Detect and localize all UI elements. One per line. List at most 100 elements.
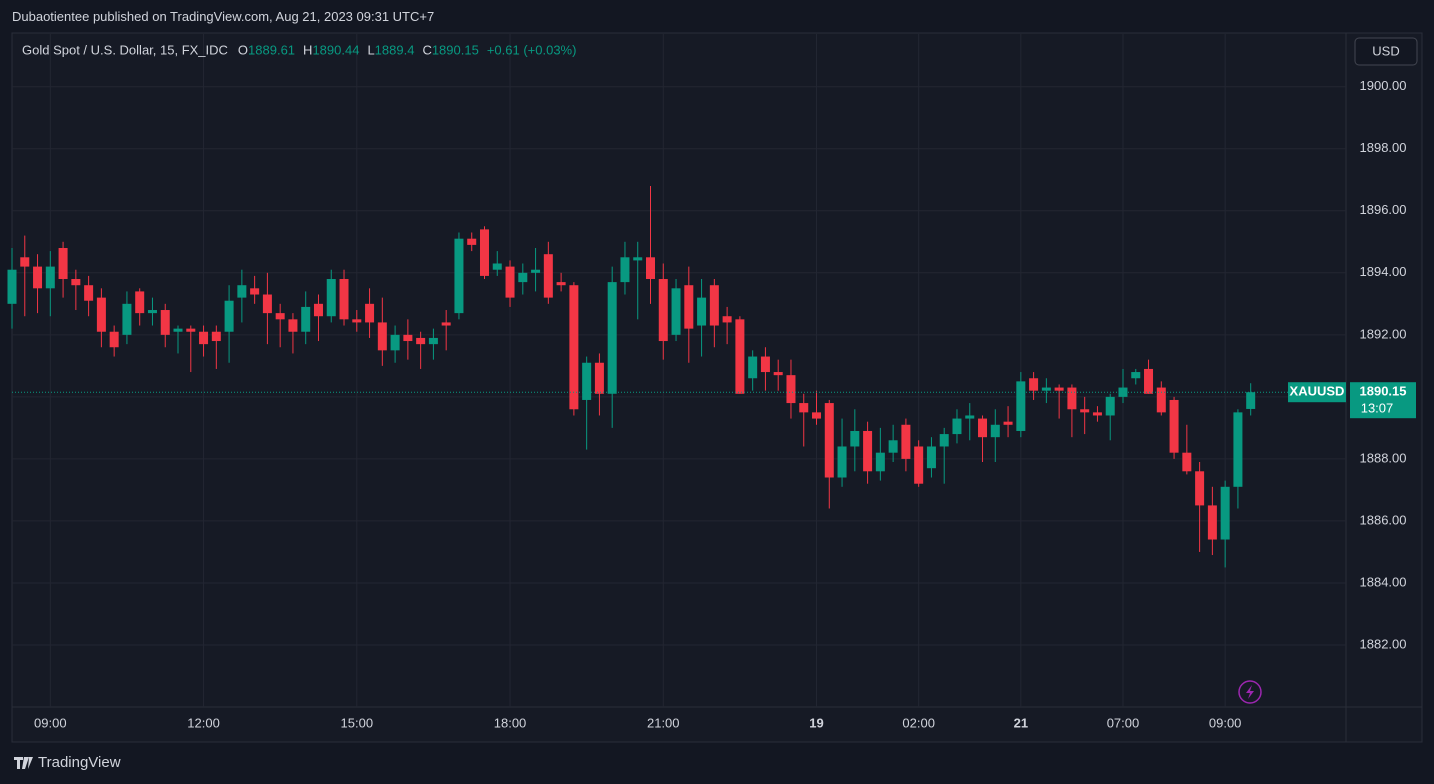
candle-body: [697, 297, 707, 326]
candle-body: [748, 356, 758, 379]
candle-body: [403, 334, 413, 342]
candle-body: [173, 328, 183, 332]
candle-body: [1182, 452, 1192, 472]
y-tick-label: 1882.00: [1360, 636, 1407, 651]
candle-body: [965, 415, 975, 419]
candle-body: [952, 418, 962, 435]
ohlc-label: L: [367, 42, 374, 57]
candle-body: [569, 285, 579, 410]
ohlc-label: C: [422, 42, 431, 57]
x-tick-label: 21: [1014, 715, 1028, 730]
candle-body: [71, 279, 81, 286]
y-tick-label: 1898.00: [1360, 140, 1407, 155]
candle-body: [824, 403, 834, 478]
x-tick-label: 07:00: [1107, 715, 1140, 730]
candle-body: [850, 430, 860, 447]
y-tick-label: 1900.00: [1360, 78, 1407, 93]
candle-body: [96, 297, 106, 332]
ohlc-label: H: [303, 42, 312, 57]
candle-body: [990, 424, 1000, 438]
candle-body: [237, 285, 247, 298]
candle-body: [199, 331, 209, 345]
candle-body: [735, 319, 745, 394]
lightning-glyph: [1246, 685, 1254, 699]
candle-body: [288, 319, 298, 332]
candle-body: [684, 285, 694, 329]
candle-body: [1220, 486, 1230, 540]
ohlc-value: 1889.61: [248, 42, 295, 57]
candle-body: [773, 372, 783, 376]
candle-body: [7, 269, 17, 304]
candle-body: [939, 434, 949, 447]
candle-body: [863, 430, 873, 472]
candle-body: [1029, 378, 1039, 391]
candle-body: [786, 375, 796, 404]
symbol-tag: [1288, 382, 1346, 403]
candle-body: [224, 300, 234, 332]
candle-body: [390, 334, 400, 351]
candle-body: [454, 238, 464, 314]
candle-body: [84, 285, 94, 301]
candle-body: [1016, 381, 1026, 431]
chart-title: Gold Spot / U.S. Dollar, 15, FX_IDC: [22, 42, 228, 57]
ohlc-value: 1890.15: [432, 42, 479, 57]
candle-body: [1144, 368, 1154, 394]
candle-body: [479, 229, 489, 276]
candle-body: [301, 306, 311, 332]
x-tick-label: 21:00: [647, 715, 680, 730]
candle-body: [709, 285, 719, 326]
candle-body: [901, 424, 911, 459]
x-tick-label: 02:00: [902, 715, 935, 730]
currency[interactable]: USD: [1372, 43, 1399, 58]
candle-body: [646, 257, 655, 280]
candle-body: [1105, 396, 1115, 416]
candle-body: [492, 263, 502, 270]
candle-body: [365, 303, 375, 323]
candle-body: [837, 446, 847, 478]
candle-body: [620, 257, 630, 283]
candle-body: [467, 238, 477, 245]
candle-body: [1156, 387, 1166, 413]
candle-body: [531, 269, 541, 273]
candle-body: [250, 288, 260, 295]
candle-body: [1041, 387, 1051, 391]
candle-body: [275, 313, 285, 320]
lightning-icon[interactable]: [1238, 680, 1262, 704]
candle-body: [518, 272, 528, 283]
candle-body: [441, 322, 451, 326]
candle-body: [352, 319, 362, 323]
x-tick-label: 15:00: [341, 715, 374, 730]
candle-body: [658, 279, 668, 342]
candle-body: [377, 322, 387, 351]
currency-button[interactable]: [1354, 37, 1418, 66]
candle-body: [20, 257, 30, 267]
candle-body: [58, 247, 68, 280]
change: +0.61 (+0.03%): [487, 42, 577, 57]
candle-body: [262, 294, 272, 314]
candle-body: [722, 316, 732, 323]
candle-body: [556, 282, 566, 286]
candle-body: [186, 328, 196, 332]
candle-body: [339, 279, 349, 320]
candle-body: [1195, 471, 1205, 506]
candle-body: [799, 403, 809, 413]
candle-body: [211, 331, 221, 342]
candle-body: [416, 337, 426, 345]
candle-body: [1067, 387, 1077, 410]
candle-body: [1003, 421, 1013, 425]
candle-body: [1080, 409, 1090, 413]
candle-body: [671, 288, 681, 335]
chart-frame: [11, 32, 1423, 743]
candle-body: [45, 266, 55, 289]
candle-body: [594, 362, 604, 394]
candle-body: [1054, 387, 1064, 391]
x-tick-label: 09:00: [1209, 715, 1242, 730]
candle-body: [607, 282, 617, 394]
candle-body: [888, 440, 898, 453]
candle-body: [1246, 392, 1256, 409]
grid: [12, 34, 1346, 707]
candle-body: [147, 310, 157, 314]
y-tick-label: 1884.00: [1360, 574, 1407, 589]
